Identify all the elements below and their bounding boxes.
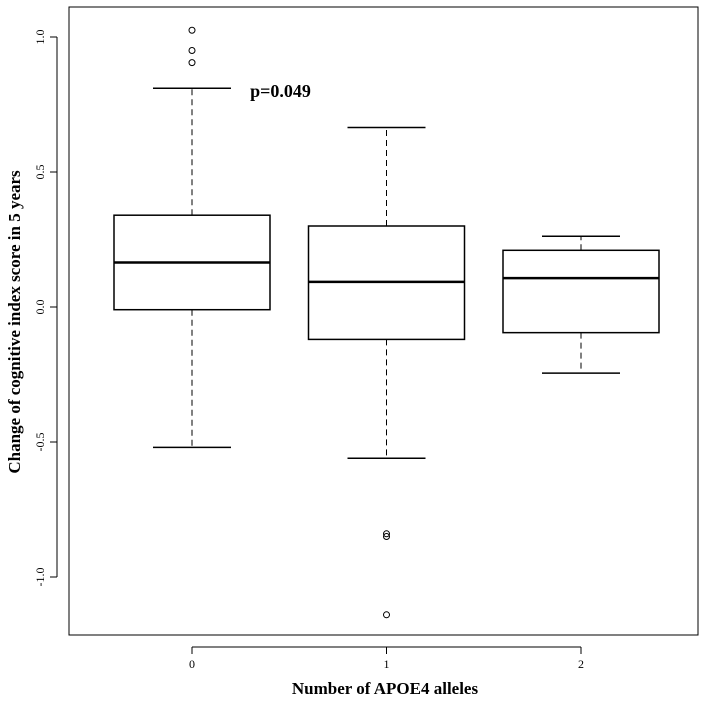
box-iqr <box>502 249 660 334</box>
outlier-point <box>188 47 196 54</box>
outlier-point <box>188 26 196 34</box>
y-tick-label: -0.5 <box>33 433 47 452</box>
y-axis-title: Change of cognitive index score in 5 yea… <box>5 170 24 474</box>
plot-frame <box>68 6 699 636</box>
y-tick-label: -1.0 <box>33 568 47 587</box>
y-tick-label: 0.0 <box>33 300 47 315</box>
outlier-point <box>383 533 390 540</box>
x-axis-title: Number of APOE4 alleles <box>292 679 479 698</box>
y-tick-label: 0.5 <box>33 165 47 180</box>
outlier-point <box>188 59 196 67</box>
outlier-point <box>383 611 390 619</box>
x-tick-label: 0 <box>189 657 195 671</box>
outlier-point <box>383 530 390 538</box>
chart-marks: -1.0 -0.5 0.0 0.5 1.0 0 1 2 <box>33 26 660 671</box>
x-tick-label: 1 <box>384 657 390 671</box>
y-tick-label: 1.0 <box>33 30 47 45</box>
x-tick-label: 2 <box>578 657 584 671</box>
p-value-annotation: p=0.049 <box>250 81 311 101</box>
